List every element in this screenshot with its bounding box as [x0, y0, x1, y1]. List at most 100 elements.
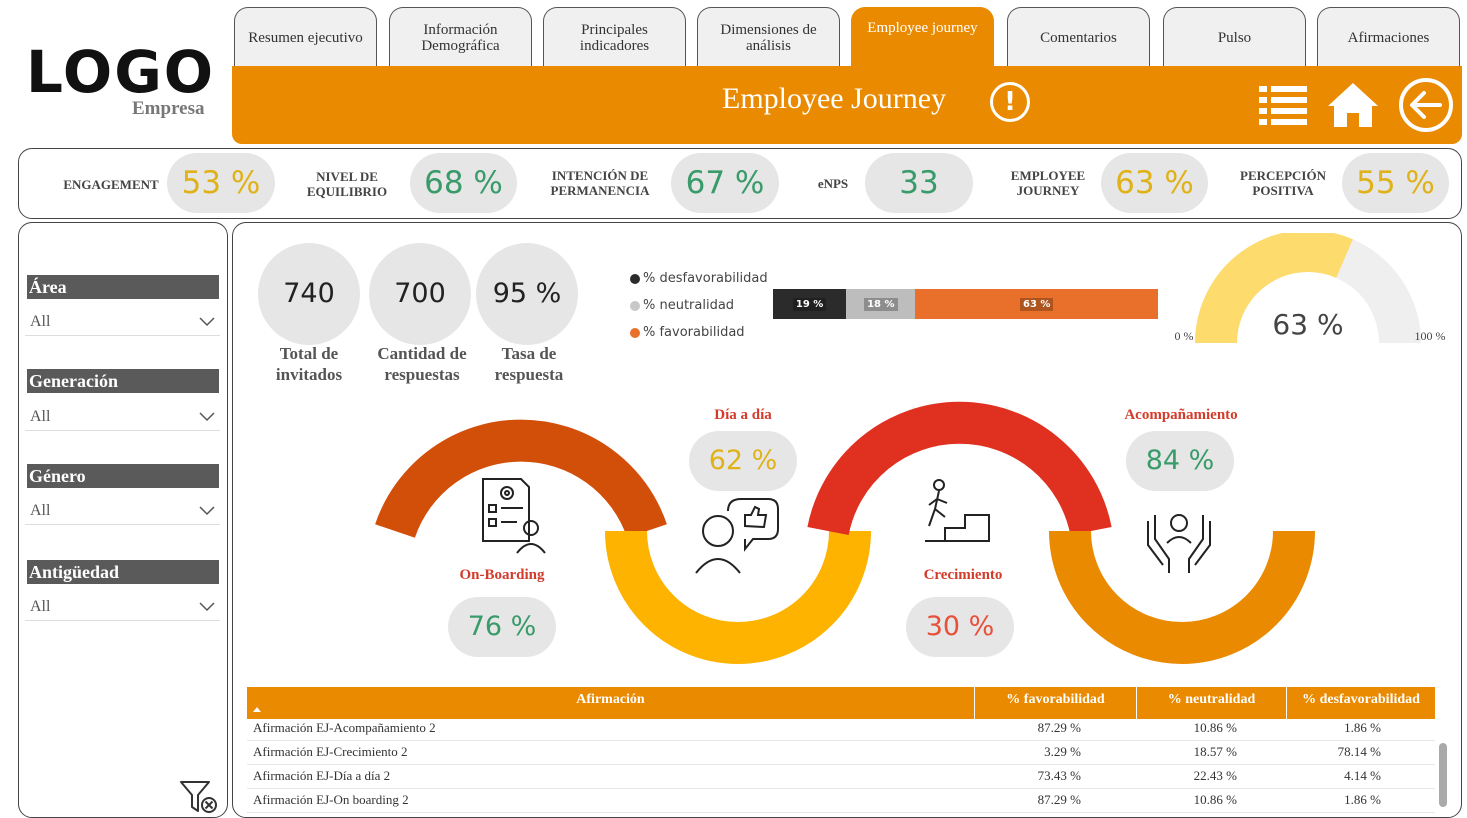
stage-label-dia-a-dia: Día a día	[714, 407, 772, 423]
hands-support-icon	[1147, 514, 1211, 573]
filter-dropdown-genero[interactable]: All	[25, 497, 220, 525]
stairs-climber-icon	[925, 479, 990, 542]
cell-desfavorabilidad: 1.86 %	[1344, 720, 1381, 735]
gauge-value: 63 %	[1272, 308, 1343, 341]
home-icon[interactable]	[1326, 80, 1380, 130]
cell-afirmacion: Afirmación EJ-On boarding 2	[253, 792, 409, 807]
kpi-label-permanencia: INTENCIÓN DE PERMANENCIA	[550, 168, 650, 198]
legend-label: % favorabilidad	[643, 325, 745, 340]
kpi-strip: ENGAGEMENT 53 % NIVEL DE EQUILIBRIO 68 %…	[18, 148, 1462, 219]
bar-segment-neutralidad: 18 %	[846, 289, 916, 319]
bar-label: 19 %	[792, 297, 827, 311]
info-icon[interactable]: !	[990, 82, 1030, 122]
filter-value-area: All	[30, 313, 51, 330]
cell-neutralidad: 10.86 %	[1193, 720, 1237, 735]
tab-afirmaciones[interactable]: Afirmaciones	[1317, 7, 1460, 67]
filter-sidebar: Área All Generación All Género All Antig…	[18, 222, 228, 818]
stage-value-crecimiento: 30 %	[906, 597, 1014, 657]
table-header: Afirmación % favorabilidad % neutralidad…	[247, 687, 1435, 719]
tab-comentarios[interactable]: Comentarios	[1007, 7, 1150, 67]
tab-pulso[interactable]: Pulso	[1163, 7, 1306, 67]
back-arrow-icon[interactable]	[1396, 77, 1456, 133]
column-header-afirmacion[interactable]: Afirmación	[247, 687, 975, 719]
legend-label: % desfavorabilidad	[643, 271, 768, 286]
column-header-neutralidad[interactable]: % neutralidad	[1137, 687, 1287, 719]
cell-afirmacion: Afirmación EJ-Crecimiento 2	[253, 744, 408, 759]
filter-title-antiguedad: Antigüedad	[27, 560, 219, 584]
kpi-value-employee-journey: 63 %	[1101, 153, 1208, 213]
cell-favorabilidad: 87.29 %	[1037, 720, 1081, 735]
page-header-banner: Employee Journey !	[232, 66, 1462, 144]
kpi-value-permanencia: 67 %	[671, 153, 779, 213]
tab-employee-journey[interactable]: Employee journey	[851, 7, 994, 77]
thumbs-up-person-icon	[695, 498, 779, 574]
kpi-label-employee-journey: EMPLOYEE JOURNEY	[1010, 168, 1086, 198]
kpi-value-enps: 33	[865, 153, 973, 213]
chevron-down-icon	[199, 412, 215, 422]
stage-label-crecimiento: Crecimiento	[923, 567, 1003, 583]
table-row[interactable]: Afirmación EJ-Crecimiento 2 3.29 % 18.57…	[247, 741, 1435, 765]
stat-label-tasa-respuesta: Tasa de respuesta	[494, 344, 564, 384]
bar-label: 18 %	[864, 297, 898, 311]
table-row[interactable]: Afirmación EJ-Día a día 2 73.43 % 22.43 …	[247, 765, 1435, 789]
tab-resumen-ejecutivo[interactable]: Resumen ejecutivo	[234, 7, 377, 67]
gauge-max-label: 100 %	[1415, 329, 1446, 343]
chevron-down-icon	[199, 317, 215, 327]
chart-legend: % desfavorabilidad % neutralidad % favor…	[630, 265, 768, 346]
sort-ascending-icon[interactable]	[253, 707, 261, 712]
stat-cantidad-respuestas: 700	[369, 243, 471, 345]
tab-bar: Resumen ejecutivo Información Demográfic…	[234, 7, 1460, 77]
filter-value-antiguedad: All	[30, 598, 51, 615]
cell-afirmacion: Afirmación EJ-Acompañamiento 2	[253, 720, 436, 735]
filter-dropdown-antiguedad[interactable]: All	[25, 593, 220, 621]
tab-principales-indicadores[interactable]: Principales indicadores	[543, 7, 686, 67]
kpi-label-percepcion-positiva: PERCEPCIÓN POSITIVA	[1240, 168, 1326, 198]
stat-label-total-invitados: Total de invitados	[275, 344, 343, 384]
cell-neutralidad: 10.86 %	[1193, 792, 1237, 807]
filter-dropdown-area[interactable]: All	[25, 308, 220, 336]
filter-dropdown-generacion[interactable]: All	[25, 403, 220, 431]
stacked-bar: 19 % 18 % 63 %	[773, 289, 1158, 319]
gauge-chart: 63 % 0 % 100 %	[1175, 233, 1446, 344]
gauge-min-label: 0 %	[1175, 329, 1194, 343]
checklist-icon	[482, 478, 546, 554]
afirmaciones-table: Afirmación % favorabilidad % neutralidad…	[247, 687, 1447, 813]
bar-label: 63 %	[1020, 297, 1054, 311]
stage-value-onboarding: 76 %	[448, 597, 556, 657]
column-header-desfavorabilidad[interactable]: % desfavorabilidad	[1302, 692, 1420, 707]
journey-arc-dia-a-dia	[605, 530, 871, 664]
kpi-value-percepcion-positiva: 55 %	[1342, 153, 1449, 213]
clear-filters-icon[interactable]	[179, 779, 219, 815]
table-row[interactable]: Afirmación EJ-On boarding 2 87.29 % 10.8…	[247, 789, 1435, 813]
stat-tasa-respuesta: 95 %	[476, 243, 578, 345]
legend-item-desfavorabilidad: % desfavorabilidad	[630, 265, 768, 292]
legend-item-neutralidad: % neutralidad	[630, 292, 768, 319]
tab-informacion-demografica[interactable]: Información Demográfica	[389, 7, 532, 67]
stage-label-onboarding: On-Boarding	[459, 567, 545, 583]
filter-title-area: Área	[27, 275, 219, 299]
logo-text: LOGO	[26, 38, 216, 106]
table-row[interactable]: Afirmación EJ-Acompañamiento 2 87.29 % 1…	[247, 717, 1435, 741]
table-scrollbar[interactable]	[1439, 743, 1447, 807]
legend-item-favorabilidad: % favorabilidad	[630, 319, 768, 346]
column-header-favorabilidad[interactable]: % favorabilidad	[975, 687, 1137, 719]
gauge-fill	[1195, 233, 1353, 344]
cell-favorabilidad: 87.29 %	[1037, 792, 1081, 807]
page-title: Employee Journey	[722, 82, 947, 115]
main-panel: 740 Total de invitados 700 Cantidad de r…	[232, 222, 1462, 818]
tab-dimensiones-de-analisis[interactable]: Dimensiones de análisis	[697, 7, 840, 67]
cell-desfavorabilidad: 1.86 %	[1344, 792, 1381, 807]
stage-label-acompanamiento: Acompañamiento	[1124, 407, 1238, 423]
legend-label: % neutralidad	[643, 298, 735, 313]
chevron-down-icon	[199, 602, 215, 612]
bar-segment-favorabilidad: 63 %	[915, 289, 1158, 319]
menu-list-icon[interactable]	[1256, 80, 1310, 130]
filter-title-genero: Género	[27, 464, 219, 488]
stage-value-dia-a-dia: 62 %	[689, 431, 797, 491]
cell-favorabilidad: 73.43 %	[1037, 768, 1081, 783]
filter-value-generacion: All	[30, 408, 51, 425]
stat-total-invitados: 740	[258, 243, 360, 345]
kpi-value-engagement: 53 %	[167, 153, 275, 213]
journey-arc-acompanamiento	[1049, 530, 1315, 664]
cell-desfavorabilidad: 78.14 %	[1337, 744, 1381, 759]
